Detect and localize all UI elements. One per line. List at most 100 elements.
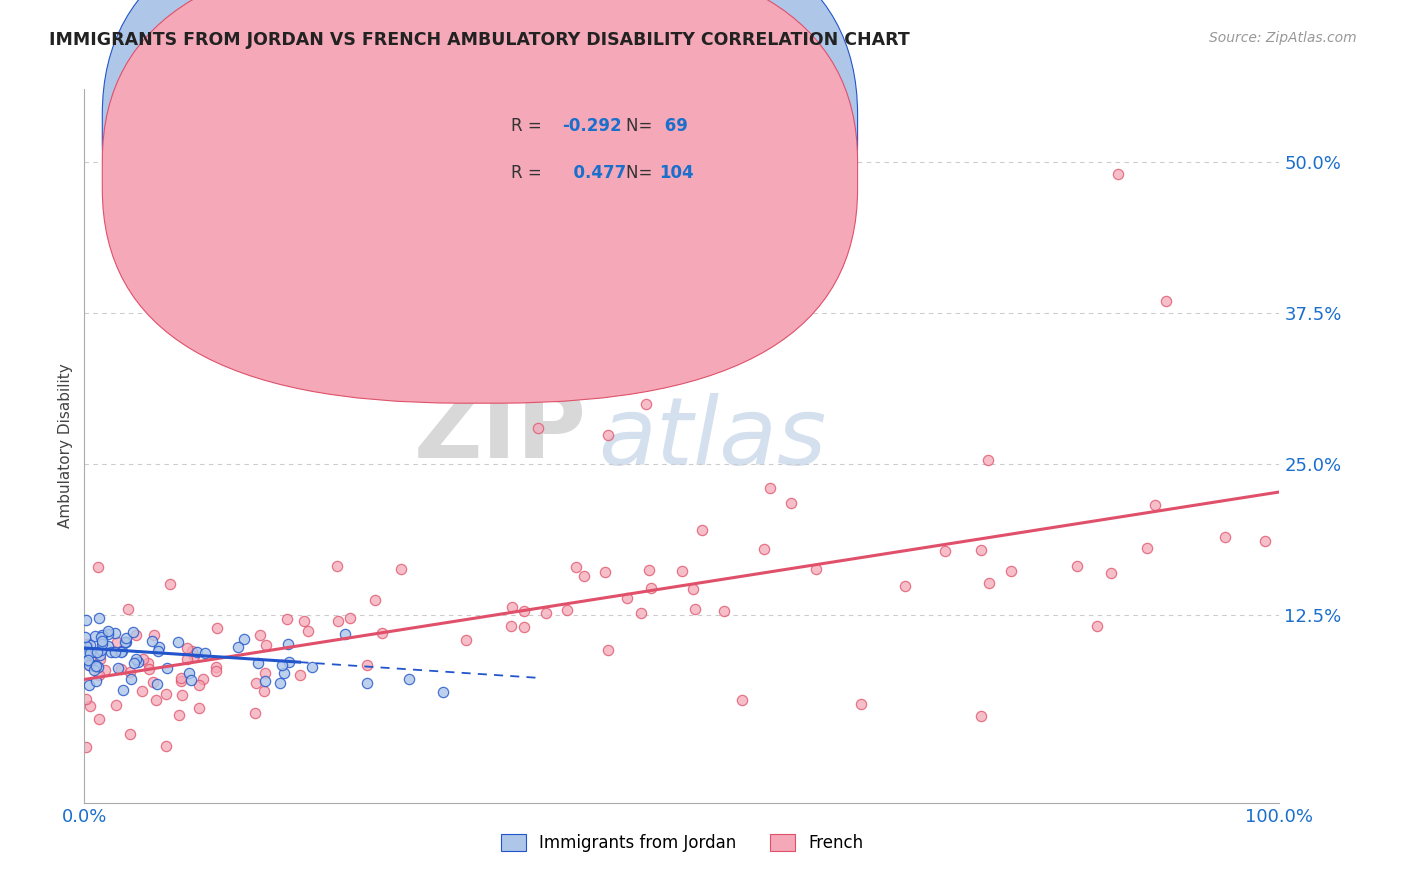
Point [118, 727, 141, 741]
Y-axis label: Ambulatory Disability: Ambulatory Disability [58, 364, 73, 528]
Point [90, 630, 112, 644]
Point [148, 643, 170, 657]
Point [117, 601, 139, 615]
Point [187, 701, 209, 715]
Point [97, 624, 120, 639]
Point [75, 740, 97, 755]
Point [76, 653, 98, 667]
Point [731, 693, 754, 707]
Point [180, 673, 202, 687]
Point [630, 606, 652, 620]
Point [249, 628, 271, 642]
Point [254, 638, 277, 652]
Point [176, 651, 198, 665]
Point [759, 481, 782, 495]
Point [273, 666, 295, 681]
Point [205, 621, 228, 635]
Point [501, 600, 523, 615]
Point [297, 624, 319, 639]
Point [333, 627, 356, 641]
Text: 69: 69 [659, 118, 688, 136]
Point [616, 591, 638, 605]
Point [77, 657, 100, 672]
Point [75, 640, 97, 654]
Point [159, 577, 181, 591]
Point [115, 632, 138, 646]
Point [77, 677, 100, 691]
Point [640, 581, 662, 595]
Point [363, 593, 385, 607]
Point [79, 699, 101, 714]
Point [86, 560, 108, 574]
Point [83, 657, 105, 672]
Point [143, 627, 166, 641]
Point [167, 635, 190, 649]
Text: ZIP: ZIP [413, 385, 586, 478]
Point [155, 739, 177, 754]
Point [97, 627, 120, 641]
Point [636, 397, 658, 411]
Point [596, 643, 619, 657]
Point [1154, 293, 1177, 308]
Point [75, 647, 97, 661]
Point [167, 708, 190, 723]
Point [125, 628, 148, 642]
Point [1087, 619, 1109, 633]
Point [115, 634, 138, 648]
FancyBboxPatch shape [437, 96, 742, 207]
Point [186, 645, 208, 659]
Point [1253, 533, 1275, 548]
Point [177, 665, 200, 680]
Text: Source: ZipAtlas.com: Source: ZipAtlas.com [1209, 31, 1357, 45]
Text: 0.477: 0.477 [562, 164, 627, 182]
Point [107, 661, 129, 675]
Point [183, 648, 205, 663]
Point [138, 662, 160, 676]
Point [120, 665, 142, 679]
Text: R =: R = [510, 118, 547, 136]
Point [75, 691, 97, 706]
Point [499, 619, 522, 633]
Point [75, 654, 97, 668]
Point [356, 658, 378, 673]
Point [1213, 530, 1236, 544]
Point [1144, 498, 1167, 512]
Point [104, 698, 127, 713]
Point [191, 672, 214, 686]
Point [170, 671, 193, 685]
Point [128, 655, 150, 669]
Point [534, 606, 557, 620]
Point [339, 610, 361, 624]
Text: 104: 104 [659, 164, 693, 182]
Point [91, 627, 114, 641]
Point [122, 656, 145, 670]
Point [1066, 559, 1088, 574]
Point [326, 615, 349, 629]
Point [205, 664, 228, 678]
Point [76, 640, 98, 654]
Point [233, 632, 256, 646]
Point [90, 637, 112, 651]
Point [104, 645, 127, 659]
Point [682, 582, 704, 597]
Point [574, 568, 596, 582]
Point [79, 646, 101, 660]
Point [100, 645, 122, 659]
Point [76, 637, 98, 651]
Point [555, 603, 578, 617]
Point [104, 626, 127, 640]
Point [170, 688, 193, 702]
Point [170, 673, 193, 688]
Point [301, 660, 323, 674]
FancyBboxPatch shape [103, 0, 858, 403]
Text: N=: N= [626, 118, 658, 136]
Point [527, 421, 550, 435]
Point [638, 563, 661, 577]
Point [145, 693, 167, 707]
Point [977, 453, 1000, 467]
Point [97, 639, 120, 653]
Point [187, 678, 209, 692]
Point [84, 673, 107, 688]
Point [112, 683, 135, 698]
Point [79, 638, 101, 652]
